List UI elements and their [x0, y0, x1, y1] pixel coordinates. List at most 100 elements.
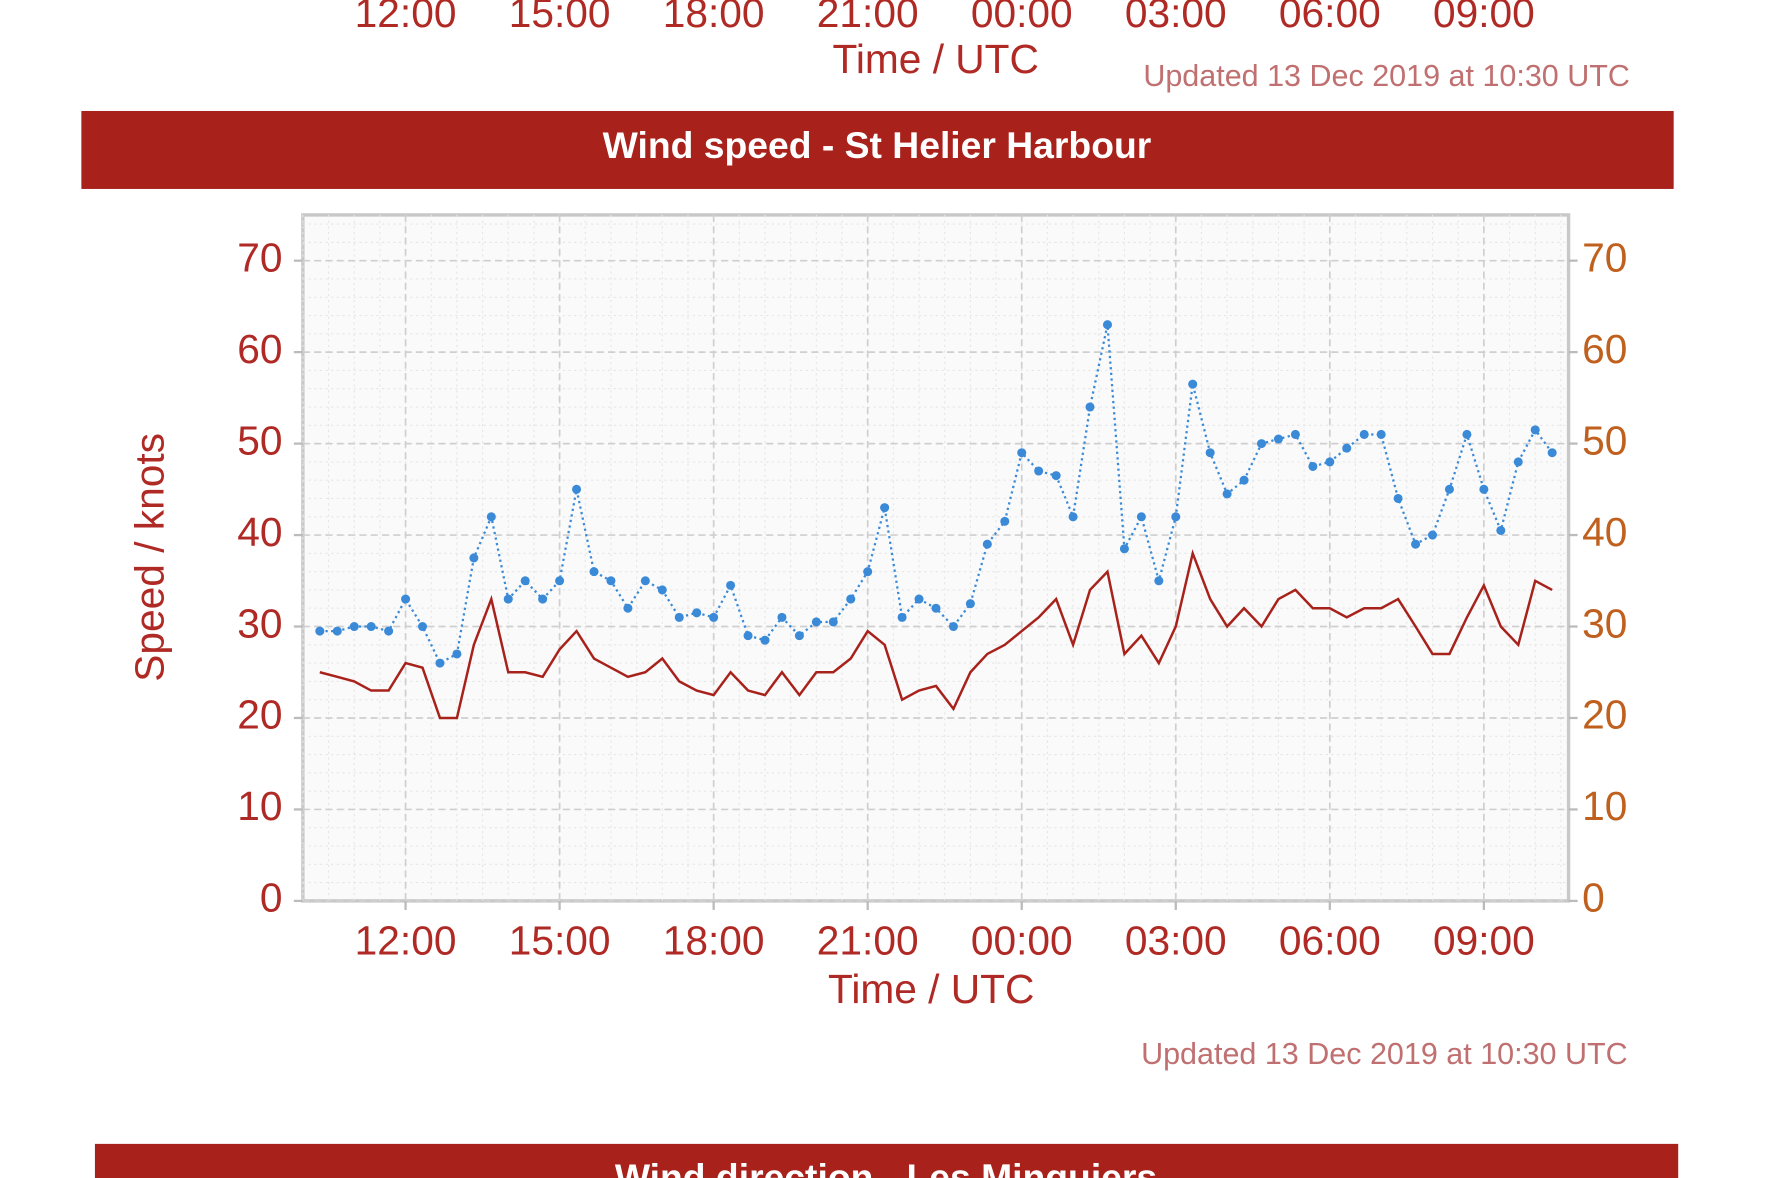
chart-title: Wind speed - St Helier Harbour	[603, 124, 1152, 166]
point	[520, 576, 530, 586]
y2-tick-label: 10	[1582, 783, 1627, 829]
y2-tick-label: 40	[1582, 509, 1627, 555]
point	[897, 612, 907, 622]
y-tick-label: 50	[237, 417, 282, 463]
top-x-tick-label: 15:00	[509, 0, 611, 36]
point	[452, 649, 462, 659]
y2-tick-label: 30	[1582, 600, 1627, 646]
point	[1411, 539, 1421, 549]
point	[1342, 443, 1352, 453]
plot-area	[301, 213, 1571, 903]
point	[1462, 429, 1472, 439]
point	[1376, 429, 1386, 439]
y-tick-label: 60	[237, 326, 282, 372]
x-axis-label: Time / UTC	[828, 966, 1034, 1012]
point	[982, 539, 992, 549]
top-x-tick-label: 06:00	[1279, 0, 1381, 36]
x-tick-label: 06:00	[1279, 918, 1381, 964]
point	[794, 631, 804, 641]
y-axis-label: Speed / knots	[126, 433, 172, 682]
point	[1222, 489, 1232, 499]
point	[863, 567, 873, 577]
y2-tick-label: 20	[1582, 692, 1627, 738]
point	[555, 576, 565, 586]
point	[1034, 466, 1044, 476]
x-tick-label: 18:00	[663, 918, 765, 964]
point	[503, 594, 513, 604]
top-x-label: Time / UTC	[833, 36, 1039, 82]
y-tick-label: 20	[237, 692, 282, 738]
x-tick-label: 00:00	[971, 918, 1073, 964]
point	[366, 621, 376, 632]
point	[1119, 544, 1129, 554]
y2-tick-label: 70	[1582, 234, 1627, 280]
point	[1479, 484, 1489, 494]
point	[1496, 525, 1506, 536]
x-tick-label: 21:00	[817, 918, 919, 964]
y2-tick-label: 60	[1582, 326, 1627, 372]
y-tick-label: 30	[237, 600, 282, 646]
point	[1068, 512, 1078, 522]
point	[948, 621, 958, 632]
point	[640, 576, 650, 586]
point	[1325, 457, 1335, 467]
point	[1000, 516, 1010, 526]
next-banner	[94, 1143, 1679, 1178]
point	[743, 631, 753, 641]
point	[760, 635, 770, 645]
point	[435, 658, 445, 668]
point	[1513, 457, 1523, 467]
point	[332, 626, 342, 636]
point	[692, 608, 702, 618]
point	[606, 576, 616, 586]
updated: Updated 13 Dec 2019 at 10:30 UTC	[1141, 1037, 1628, 1071]
point	[469, 553, 479, 563]
top-x-tick-label: 09:00	[1433, 0, 1535, 36]
point	[572, 484, 582, 494]
point	[880, 503, 890, 513]
point	[384, 626, 394, 636]
top-x-tick-label: 21:00	[817, 0, 919, 36]
point	[589, 567, 599, 577]
point	[1136, 512, 1146, 522]
point	[811, 617, 821, 627]
point	[931, 603, 941, 613]
grid	[302, 214, 1569, 902]
top-x-tick-label: 12:00	[355, 0, 457, 36]
point	[965, 599, 975, 609]
point	[1205, 448, 1215, 458]
x-tick-label: 09:00	[1433, 918, 1535, 964]
point	[1308, 461, 1318, 471]
y-tick-label: 70	[237, 234, 282, 280]
title-banner	[81, 110, 1674, 189]
x-tick-label: 12:00	[355, 918, 457, 964]
point	[1051, 471, 1061, 481]
point	[914, 594, 924, 604]
top-x-tick-label: 18:00	[663, 0, 765, 36]
y-tick-label: 40	[237, 509, 282, 555]
point	[1444, 484, 1454, 494]
point	[1017, 448, 1027, 458]
top-updated: Updated 13 Dec 2019 at 10:30 UTC	[1143, 59, 1630, 93]
point	[1359, 429, 1369, 439]
y2-tick-label: 50	[1582, 417, 1627, 463]
point	[401, 594, 411, 604]
point	[1188, 379, 1198, 389]
y-tick-label: 0	[260, 875, 283, 921]
point	[349, 621, 359, 632]
y2-tick-label: 0	[1582, 875, 1605, 921]
point	[1239, 475, 1249, 485]
point	[1154, 576, 1164, 586]
x-tick-label: 03:00	[1125, 918, 1227, 964]
point	[486, 512, 496, 522]
point	[1085, 402, 1095, 412]
series-line	[319, 549, 1553, 720]
point	[1290, 429, 1300, 439]
x-tick-label: 15:00	[509, 918, 611, 964]
point	[1273, 434, 1283, 444]
point	[417, 621, 428, 632]
point	[623, 603, 633, 613]
point	[1171, 512, 1181, 522]
next-title: Wind direction - Les Minquiers	[615, 1156, 1157, 1178]
